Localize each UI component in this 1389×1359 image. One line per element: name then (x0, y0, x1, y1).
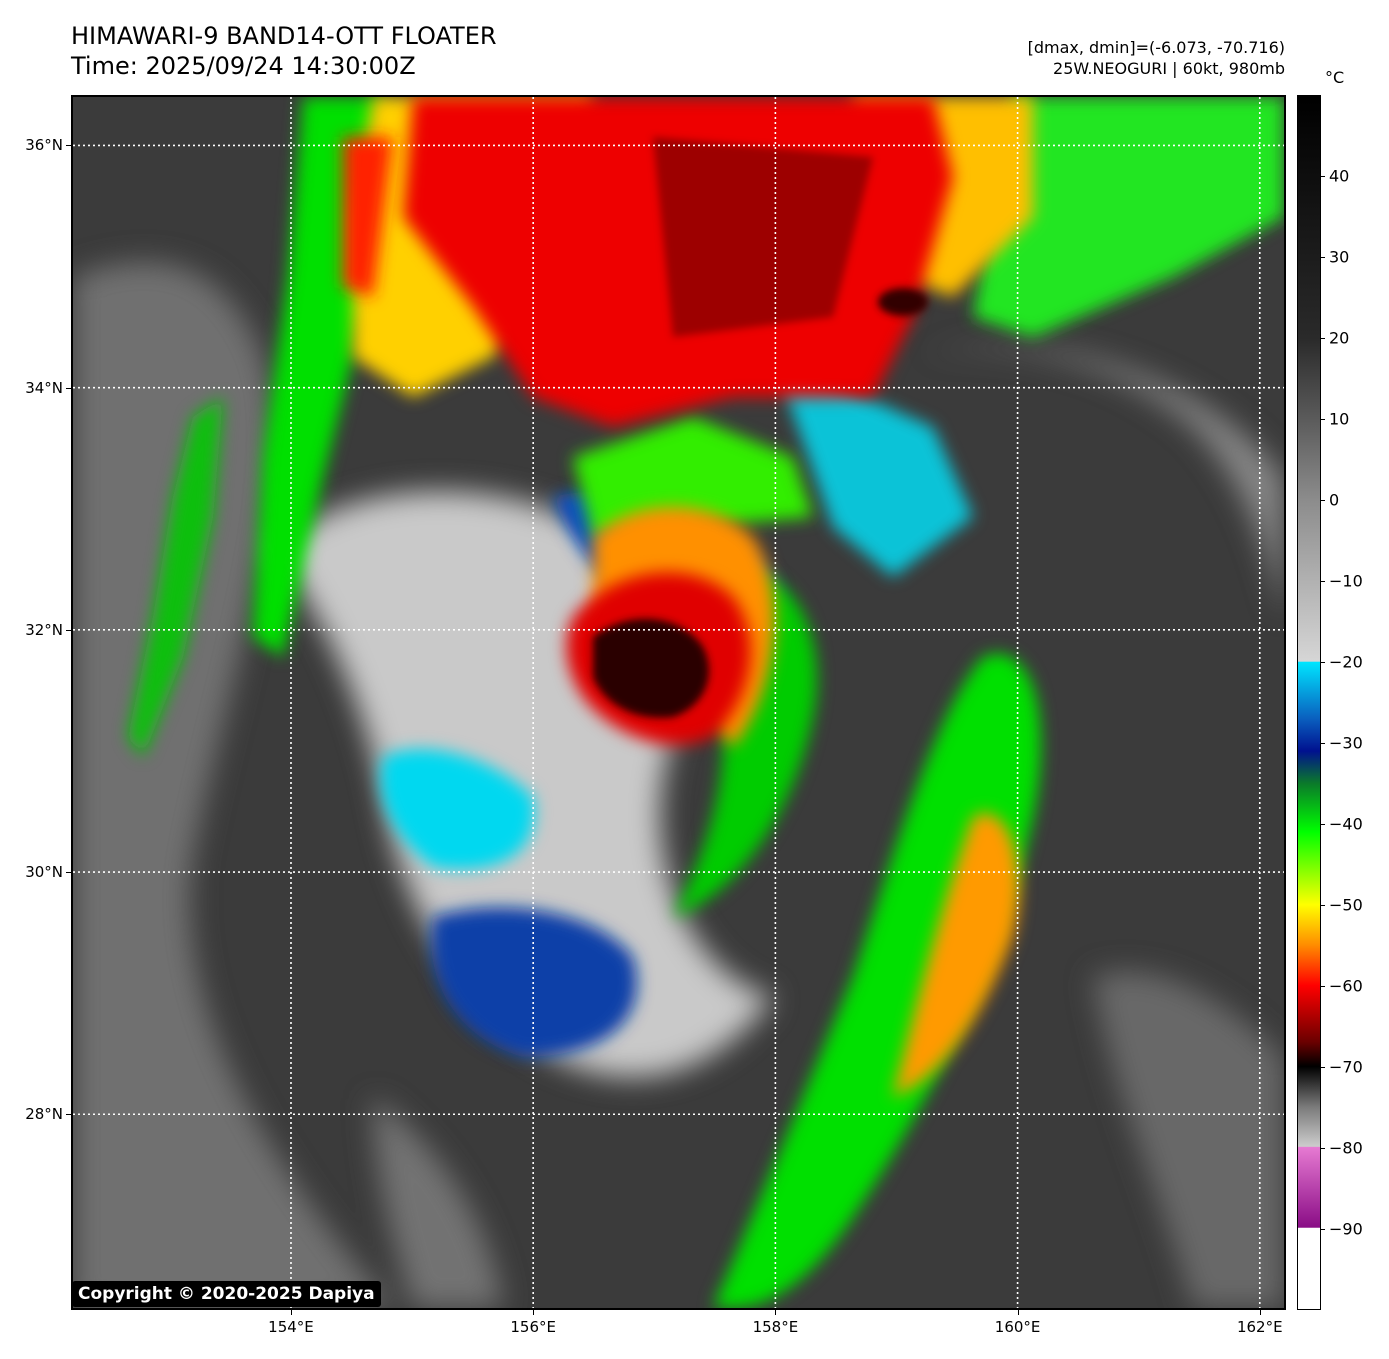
colorbar-tickmark-13 (1321, 1229, 1325, 1230)
dmax-dmin-readout: [dmax, dmin]=(-6.073, -70.716) (1027, 38, 1285, 57)
colorbar-tickmark-9 (1321, 905, 1325, 906)
lon-tick-3 (1017, 1310, 1019, 1315)
colorbar-tick-10: −60 (1329, 976, 1363, 996)
map-gridlines (73, 97, 1284, 1308)
colorbar-tick-5: −10 (1329, 571, 1363, 591)
lon-label-1: 156°E (510, 1318, 556, 1336)
colorbar-tick-7: −30 (1329, 733, 1363, 753)
colorbar-tickmark-2 (1321, 338, 1325, 339)
lon-tick-2 (775, 1310, 777, 1315)
copyright-badge: Copyright © 2020-2025 Dapiya (72, 1281, 381, 1307)
lon-tick-1 (533, 1310, 535, 1315)
colorbar-tick-11: −70 (1329, 1057, 1363, 1077)
colorbar-tickmark-4 (1321, 500, 1325, 501)
colorbar-tickmark-5 (1321, 581, 1325, 582)
colorbar-tickmark-8 (1321, 824, 1325, 825)
colorbar-tick-13: −90 (1329, 1219, 1363, 1239)
colorbar-tick-6: −20 (1329, 652, 1363, 672)
lat-label-4: 28°N (25, 1105, 63, 1124)
colorbar-tick-12: −80 (1329, 1138, 1363, 1158)
chart-time: Time: 2025/09/24 14:30:00Z (71, 52, 416, 80)
lat-tick-3 (66, 872, 71, 874)
colorbar-tick-8: −40 (1329, 814, 1363, 834)
lon-label-4: 162°E (1236, 1318, 1283, 1336)
colorbar-tickmark-1 (1321, 257, 1325, 258)
colorbar-tick-0: 40 (1329, 166, 1350, 186)
colorbar-tickmark-11 (1321, 1067, 1325, 1068)
lat-tick-1 (66, 387, 71, 389)
colorbar-tick-1: 30 (1329, 247, 1350, 267)
colorbar-tick-2: 20 (1329, 328, 1350, 348)
lat-label-2: 32°N (25, 620, 63, 639)
lon-tick-0 (290, 1310, 292, 1315)
colorbar-tickmark-12 (1321, 1148, 1325, 1149)
satellite-imagery (73, 97, 1284, 1308)
satellite-map[interactable] (71, 95, 1286, 1310)
chart-title: HIMAWARI-9 BAND14-OTT FLOATER (71, 22, 497, 50)
colorbar-tickmark-6 (1321, 662, 1325, 663)
lat-label-1: 34°N (25, 378, 63, 397)
colorbar-tickmark-7 (1321, 743, 1325, 744)
colorbar-tickmark-3 (1321, 419, 1325, 420)
colorbar-tickmark-10 (1321, 986, 1325, 987)
lon-label-0: 154°E (268, 1318, 314, 1336)
storm-core (593, 137, 928, 718)
lat-label-0: 36°N (25, 136, 63, 155)
lat-tick-4 (66, 1114, 71, 1116)
colorbar-tickmark-0 (1321, 176, 1325, 177)
colorbar-tick-3: 10 (1329, 409, 1350, 429)
lat-tick-2 (66, 629, 71, 631)
lon-tick-4 (1259, 1310, 1261, 1315)
lat-label-3: 30°N (25, 863, 63, 882)
colorbar-tick-9: −50 (1329, 895, 1363, 915)
colorbar-unit: °C (1325, 68, 1345, 87)
temperature-colorbar (1297, 95, 1321, 1310)
lon-label-2: 158°E (752, 1318, 799, 1336)
colorbar-tick-4: 0 (1329, 490, 1340, 510)
lon-label-3: 160°E (994, 1318, 1041, 1336)
lat-tick-0 (66, 145, 71, 147)
storm-info: 25W.NEOGURI | 60kt, 980mb (1053, 59, 1285, 78)
